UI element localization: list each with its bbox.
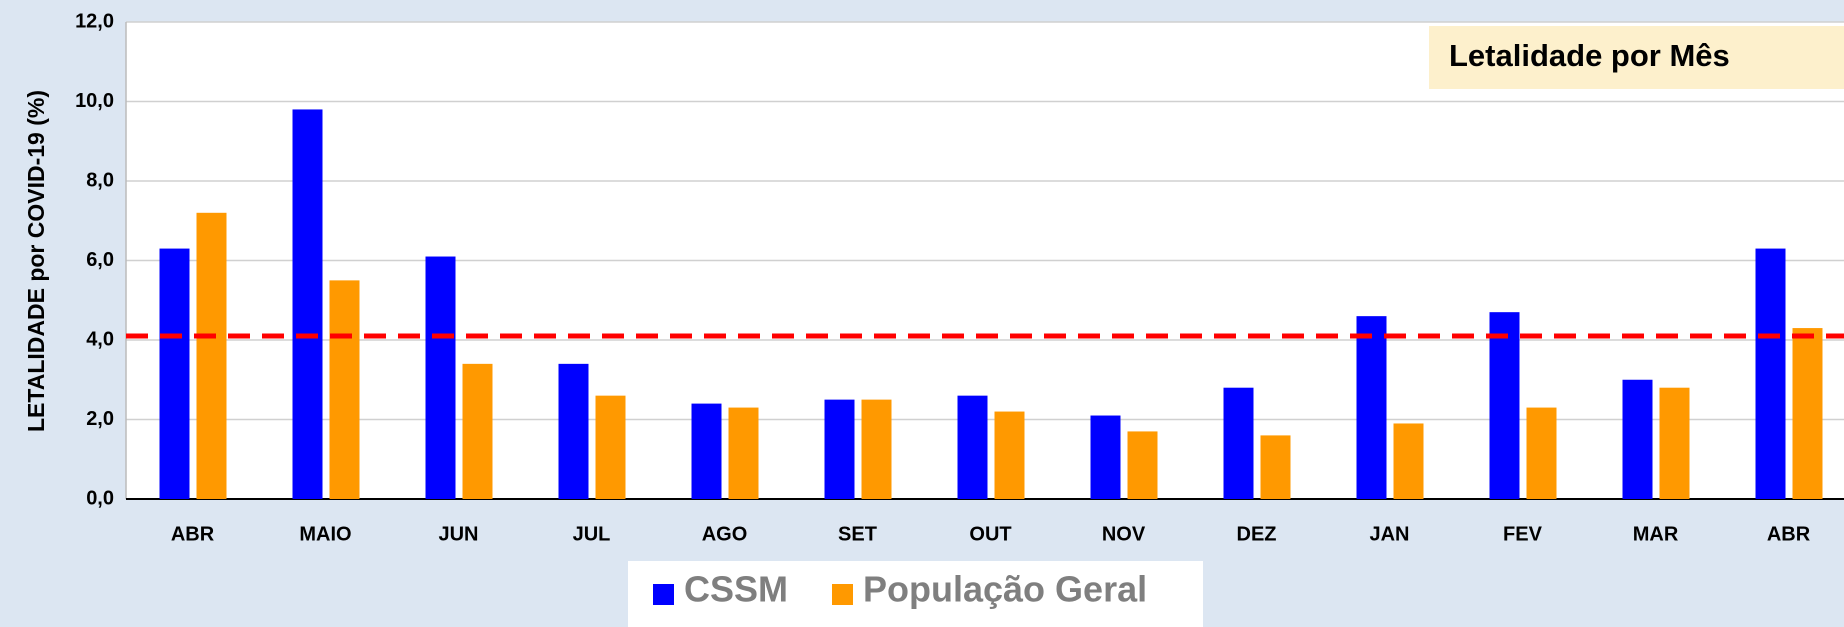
y-tick-label: 8,0 — [86, 169, 114, 191]
title-box — [1429, 26, 1844, 89]
bar — [425, 256, 456, 499]
x-tick-label: SET — [838, 523, 877, 545]
bar — [1223, 387, 1254, 499]
bar — [1127, 431, 1158, 499]
x-tick-label: MAR — [1633, 523, 1679, 545]
y-tick-label: 4,0 — [86, 328, 114, 350]
bar — [1393, 423, 1424, 499]
bar — [595, 395, 626, 499]
x-tick-label: AGO — [702, 523, 748, 545]
x-tick-label: JAN — [1369, 523, 1409, 545]
y-tick-label: 0,0 — [86, 487, 114, 509]
legend-swatch — [653, 584, 674, 605]
bar — [1090, 415, 1121, 499]
bar — [1489, 312, 1520, 499]
bar — [1356, 316, 1387, 499]
legend-label: CSSM — [684, 569, 788, 610]
bar — [728, 407, 759, 499]
bar — [1260, 435, 1291, 499]
x-tick-label: MAIO — [299, 523, 351, 545]
bar — [196, 212, 227, 500]
bar — [957, 395, 988, 499]
y-tick-label: 12,0 — [75, 10, 114, 32]
bar — [558, 363, 589, 499]
bar — [1792, 328, 1823, 499]
x-tick-label: OUT — [969, 523, 1011, 545]
x-tick-label: FEV — [1503, 523, 1543, 545]
bar — [159, 248, 190, 499]
bar — [861, 399, 892, 499]
x-tick-label: NOV — [1102, 523, 1146, 545]
x-tick-label: ABR — [1767, 523, 1811, 545]
y-axis-label: LETALIDADE por COVID-19 (%) — [23, 90, 49, 432]
y-tick-label: 2,0 — [86, 408, 114, 430]
y-tick-label: 10,0 — [75, 90, 114, 112]
bar — [462, 363, 493, 499]
legend — [628, 561, 1203, 627]
bar — [994, 411, 1025, 499]
x-tick-label: DEZ — [1237, 523, 1277, 545]
bar — [329, 280, 360, 499]
legend-label: População Geral — [863, 569, 1147, 610]
bar — [1526, 407, 1557, 499]
bar — [824, 399, 855, 499]
bar — [1755, 248, 1786, 499]
x-tick-label: ABR — [171, 523, 215, 545]
bar — [1659, 387, 1690, 499]
x-tick-label: JUN — [438, 523, 478, 545]
bar — [691, 403, 722, 499]
y-tick-label: 6,0 — [86, 249, 114, 271]
bar — [1622, 379, 1653, 499]
legend-swatch — [832, 584, 853, 605]
chart-title: Letalidade por Mês — [1449, 38, 1730, 73]
x-tick-label: JUL — [573, 523, 611, 545]
bar — [292, 109, 323, 499]
